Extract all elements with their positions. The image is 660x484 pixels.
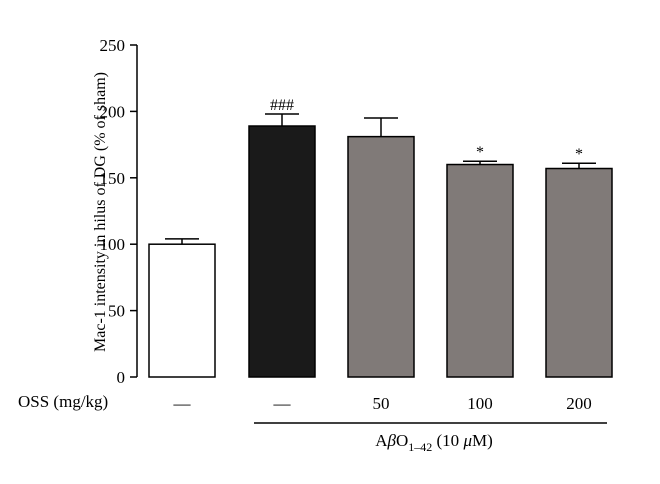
y-tick-label-100: 100 xyxy=(100,235,126,254)
bar-4 xyxy=(446,163,514,378)
oss-dose-row-label: OSS (mg/kg) xyxy=(18,392,108,411)
bar-3 xyxy=(347,135,415,378)
category-label-2: — xyxy=(273,394,292,413)
category-label-1: — xyxy=(173,394,192,413)
significance-marker-5: * xyxy=(575,146,583,163)
abeta-group-label: AβO1–42 (10 μM) xyxy=(254,422,607,454)
y-tick-label-150: 150 xyxy=(100,169,126,188)
y-tick-label-50: 50 xyxy=(108,302,125,321)
category-label-3: 50 xyxy=(373,394,390,413)
bar-5 xyxy=(545,167,613,378)
y-tick-label-200: 200 xyxy=(100,102,126,121)
bar-2 xyxy=(248,125,316,378)
significance-marker-4: * xyxy=(476,144,484,161)
group-label-text: AβO1–42 (10 μM) xyxy=(375,431,493,454)
bar-1 xyxy=(148,243,216,378)
y-axis-label: Mac-1 intensity in hilus of DG (% of sha… xyxy=(92,72,109,352)
category-label-4: 100 xyxy=(467,394,493,413)
category-label-5: 200 xyxy=(566,394,592,413)
y-tick-label-250: 250 xyxy=(100,36,126,55)
y-tick-label-0: 0 xyxy=(117,368,126,387)
significance-marker-2: ### xyxy=(270,97,294,114)
